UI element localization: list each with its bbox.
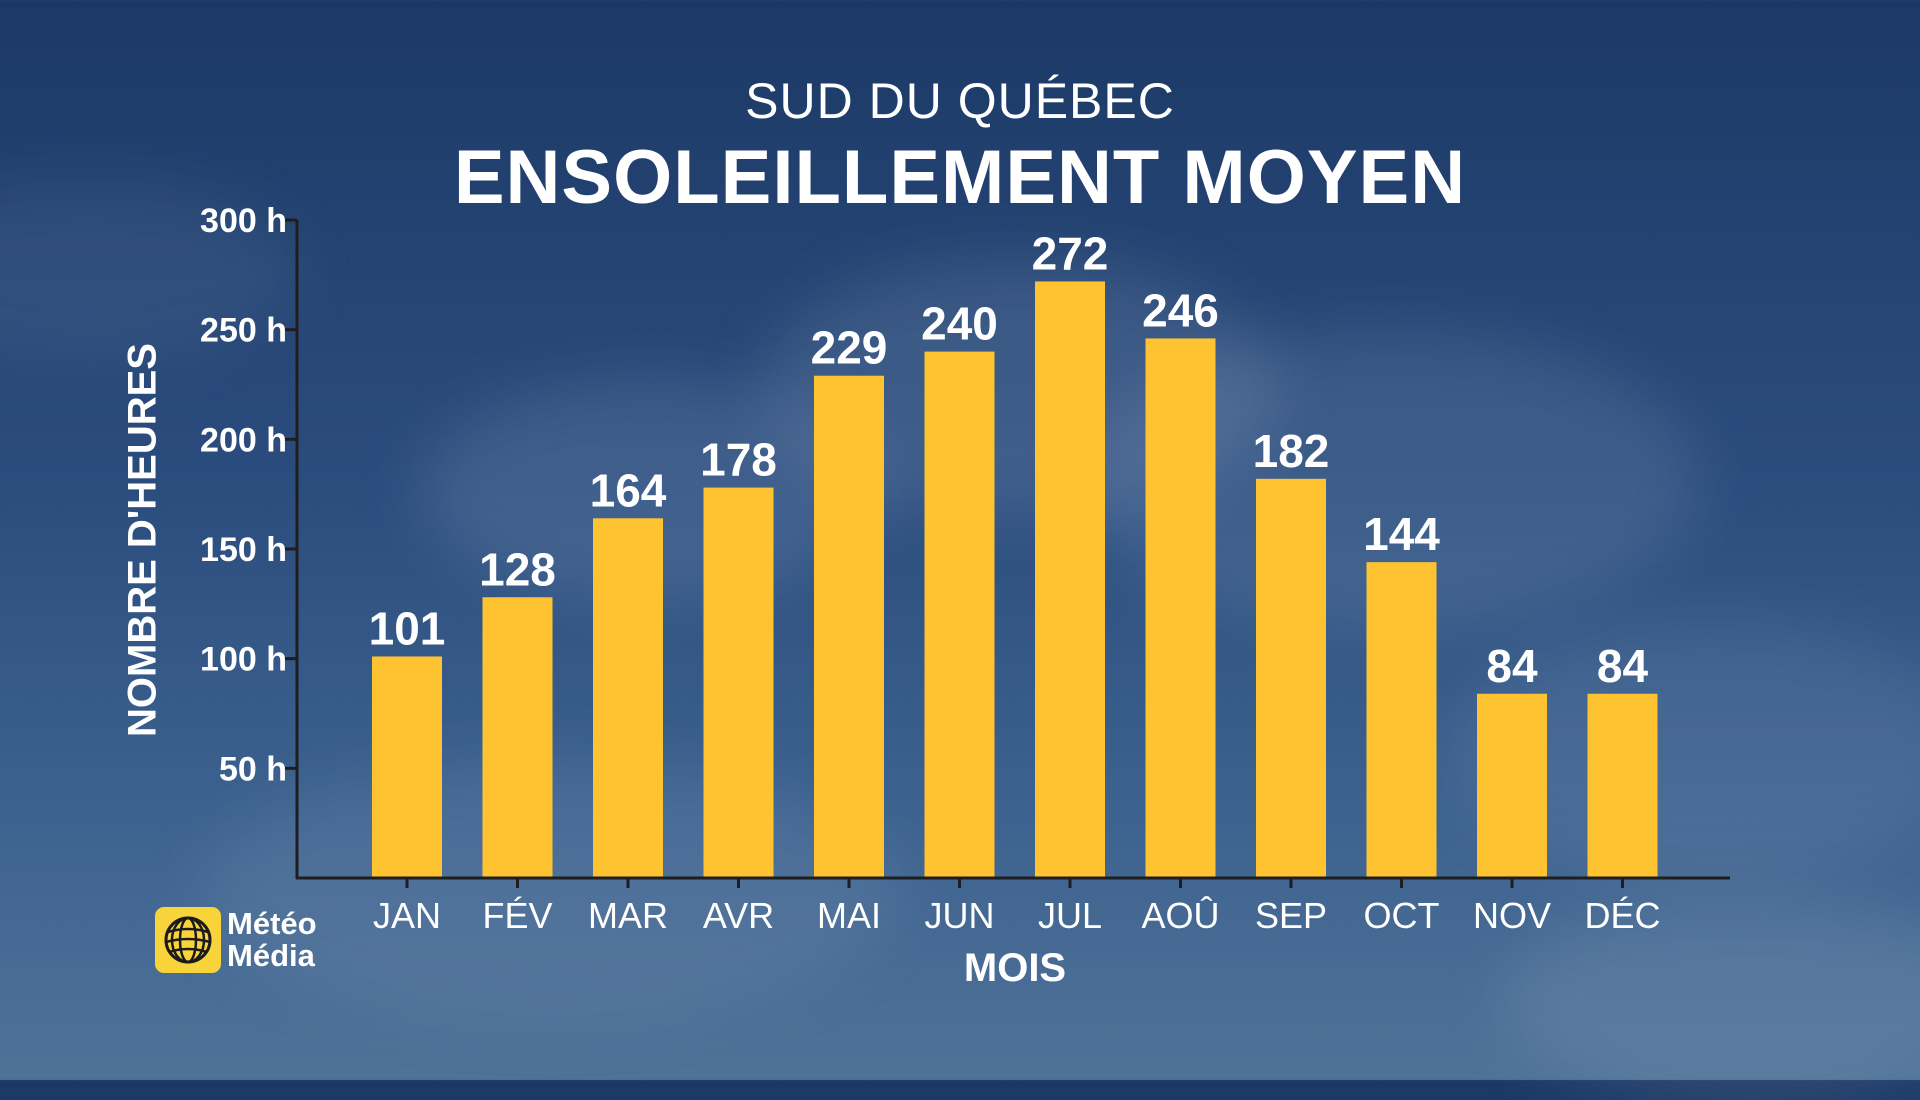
bar-5 (924, 351, 995, 879)
x-tick-label-9: OCT (1364, 895, 1440, 936)
x-axis-label: MOIS (963, 946, 1067, 990)
data-label-11: 84 (1597, 640, 1649, 692)
y-tick-label-4: 250 h (200, 312, 287, 350)
bar-4 (814, 375, 884, 878)
logo-line2: Média (227, 938, 315, 973)
y-tick-label-2: 150 h (200, 531, 287, 569)
x-tick-label-10: NOV (1473, 895, 1551, 936)
data-label-5: 240 (921, 298, 998, 350)
data-label-3: 178 (700, 434, 777, 486)
bar-9 (1366, 562, 1437, 878)
bar-2 (593, 518, 663, 878)
y-tick-label-1: 100 h (200, 641, 287, 679)
y-tick-label-5: 300 h (200, 202, 287, 240)
x-tick-label-3: AVR (703, 895, 774, 936)
y-tick-label-3: 200 h (200, 421, 287, 459)
bar-11 (1587, 693, 1658, 878)
data-label-1: 128 (479, 543, 556, 595)
bar-1 (482, 597, 553, 878)
chart-subtitle: SUD DU QUÉBEC (745, 73, 1175, 129)
bar-0 (372, 656, 442, 878)
globe-sun-icon (155, 907, 221, 973)
bar-8 (1256, 478, 1326, 878)
bar-7 (1145, 338, 1216, 878)
meteomedia-logo: Météo Média (155, 907, 317, 973)
x-tick-label-4: MAI (817, 895, 881, 936)
bar-10 (1477, 693, 1547, 878)
bar-3 (703, 487, 774, 878)
data-label-10: 84 (1486, 640, 1538, 692)
y-tick-label-0: 50 h (219, 750, 287, 788)
data-label-6: 272 (1032, 227, 1109, 279)
x-tick-label-2: MAR (588, 895, 668, 936)
data-label-2: 164 (590, 464, 667, 516)
x-tick-label-5: JUN (925, 895, 995, 936)
x-tick-label-0: JAN (373, 895, 441, 936)
data-label-9: 144 (1363, 508, 1440, 560)
x-tick-label-8: SEP (1255, 895, 1327, 936)
data-label-4: 229 (811, 322, 888, 374)
data-label-8: 182 (1253, 425, 1330, 477)
logo-line1: Météo (227, 906, 317, 941)
x-tick-label-1: FÉV (482, 895, 552, 936)
x-tick-label-6: JUL (1038, 895, 1102, 936)
x-tick-label-7: AOÛ (1141, 895, 1219, 936)
chart-title: ENSOLEILLEMENT MOYEN (453, 135, 1467, 220)
x-tick-label-11: DÉC (1584, 895, 1660, 936)
data-label-0: 101 (369, 602, 446, 654)
bar-6 (1035, 281, 1105, 878)
data-label-7: 246 (1142, 284, 1219, 336)
